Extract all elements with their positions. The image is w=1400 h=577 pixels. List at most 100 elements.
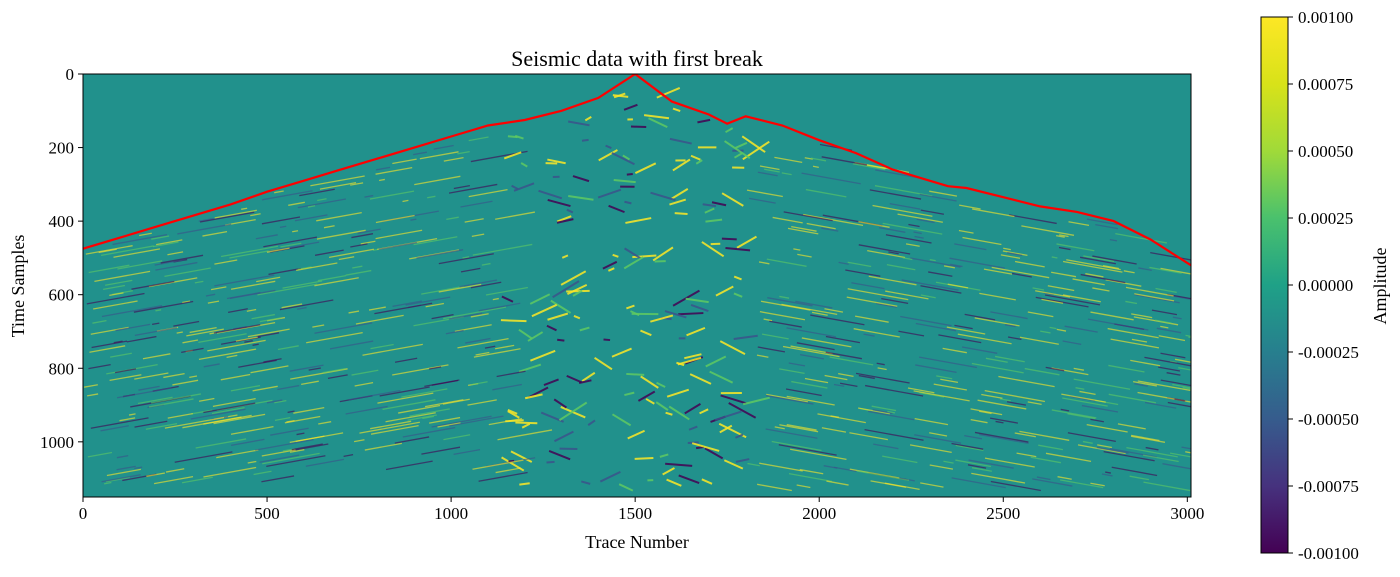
texture-streak [847, 288, 909, 301]
texture-streak [374, 302, 433, 315]
texture-streak [368, 306, 386, 311]
texture-streak [568, 120, 590, 127]
texture-streak [182, 416, 242, 429]
texture-streak [603, 338, 611, 342]
texture-streak [1030, 456, 1062, 464]
texture-streak [779, 368, 805, 375]
texture-streak [87, 451, 113, 458]
texture-streak [637, 390, 656, 402]
texture-streak [725, 246, 751, 252]
texture-streak [1154, 319, 1172, 324]
texture-streak [148, 398, 194, 408]
texture-streak [623, 256, 644, 270]
texture-streak [182, 300, 191, 304]
texture-streak [177, 223, 232, 235]
texture-streak [1134, 293, 1180, 304]
texture-streak [942, 347, 967, 354]
texture-streak [457, 150, 470, 155]
texture-streak [799, 353, 824, 360]
texture-streak [786, 395, 835, 406]
texture-streak [299, 188, 335, 197]
texture-streak [116, 455, 129, 459]
texture-streak [1061, 393, 1106, 403]
y-tick-label: 800 [49, 359, 75, 378]
texture-streak [871, 405, 897, 412]
texture-streak [250, 213, 261, 217]
texture-streak [806, 222, 836, 230]
texture-streak [699, 408, 709, 415]
texture-streak [454, 324, 492, 333]
texture-streak [1036, 476, 1051, 481]
texture-streak [182, 339, 199, 344]
texture-streak [88, 264, 130, 274]
texture-streak [968, 459, 1014, 469]
texture-streak [385, 460, 433, 471]
texture-streak [103, 284, 126, 291]
texture-streak [853, 328, 900, 338]
texture-streak [1080, 273, 1126, 284]
texture-streak [594, 356, 613, 371]
texture-streak [650, 314, 674, 323]
texture-streak [735, 141, 748, 149]
texture-streak [830, 415, 840, 418]
texture-streak [1092, 255, 1137, 265]
texture-streak [210, 286, 227, 291]
texture-streak [307, 205, 316, 208]
texture-streak [1077, 444, 1126, 455]
heatmap-background [83, 74, 1191, 497]
texture-streak [772, 216, 803, 224]
texture-streak [656, 87, 681, 99]
texture-streak [1131, 338, 1148, 343]
texture-streak [690, 303, 709, 313]
texture-streak [781, 172, 792, 176]
texture-streak [1086, 218, 1118, 226]
y-tick-label: 0 [66, 65, 75, 84]
texture-streak [163, 372, 185, 379]
texture-streak [126, 335, 157, 343]
texture-streak [457, 338, 509, 349]
texture-streak [199, 211, 255, 223]
texture-streak [962, 236, 1002, 246]
texture-streak [212, 398, 256, 407]
texture-streak [858, 374, 875, 380]
texture-streak [392, 158, 417, 165]
texture-streak [938, 334, 982, 344]
texture-streak [1062, 260, 1123, 273]
texture-streak [688, 425, 698, 431]
texture-streak [500, 319, 527, 323]
texture-streak [296, 262, 338, 272]
texture-streak [421, 285, 464, 295]
texture-streak [790, 345, 833, 355]
texture-streak [581, 480, 591, 485]
texture-streak [634, 162, 657, 174]
x-axis: 0 500 1000 1500 2000 2500 3000 [79, 497, 1204, 523]
texture-streak [625, 217, 652, 224]
texture-streak [851, 282, 885, 290]
texture-streak [919, 193, 957, 202]
texture-streak [364, 442, 403, 451]
texture-streak [640, 375, 659, 389]
texture-streak [1151, 309, 1178, 316]
texture-streak [104, 481, 112, 485]
texture-streak [268, 267, 302, 276]
texture-streak [1059, 234, 1069, 238]
texture-streak [886, 264, 916, 271]
texture-streak [297, 266, 312, 271]
texture-streak [511, 184, 519, 190]
texture-streak [515, 421, 538, 425]
texture-streak [607, 267, 615, 272]
texture-streak [1079, 390, 1096, 395]
texture-streak [314, 322, 373, 334]
texture-streak [448, 312, 483, 320]
texture-streak [984, 457, 1035, 468]
texture-streak [251, 313, 276, 320]
texture-streak [274, 190, 284, 194]
texture-streak [634, 456, 654, 460]
texture-streak [1056, 328, 1067, 332]
texture-streak [246, 308, 257, 312]
texture-streak [856, 470, 910, 481]
texture-streak [354, 382, 374, 387]
texture-streak [241, 207, 248, 210]
texture-streak [1125, 286, 1174, 297]
texture-streak [868, 275, 917, 286]
